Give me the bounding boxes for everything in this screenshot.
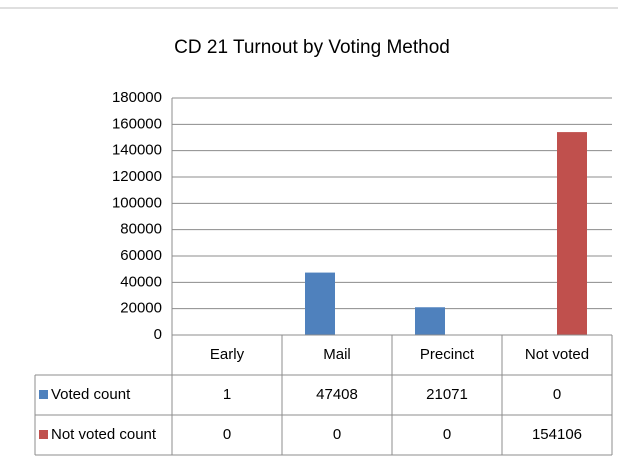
table-value: 0	[443, 426, 451, 443]
table-value: 0	[333, 426, 341, 443]
y-tick-label: 80000	[120, 221, 162, 238]
table-value: 0	[553, 386, 561, 403]
table-value: 1	[223, 386, 231, 403]
table-value: 0	[223, 426, 231, 443]
y-tick-label: 40000	[120, 273, 162, 290]
legend-swatch	[39, 390, 48, 399]
y-tick-label: 140000	[112, 142, 162, 159]
y-tick-label: 180000	[112, 89, 162, 106]
y-tick-label: 0	[154, 326, 162, 343]
x-tick-label: Early	[210, 346, 245, 363]
legend-label: Voted count	[51, 386, 131, 403]
y-tick-label: 20000	[120, 300, 162, 317]
table-value: 154106	[532, 426, 582, 443]
legend-label: Not voted count	[51, 426, 157, 443]
x-tick-label: Mail	[323, 346, 351, 363]
table-value: 21071	[426, 386, 468, 403]
x-tick-label: Not voted	[525, 346, 589, 363]
legend-swatch	[39, 430, 48, 439]
bar	[305, 272, 335, 335]
y-tick-label: 60000	[120, 247, 162, 264]
bar	[415, 307, 445, 335]
bar	[557, 132, 587, 335]
table-value: 47408	[316, 386, 358, 403]
y-tick-label: 100000	[112, 194, 162, 211]
y-tick-label: 160000	[112, 115, 162, 132]
y-tick-label: 120000	[112, 168, 162, 185]
chart-title: CD 21 Turnout by Voting Method	[174, 37, 450, 58]
x-tick-label: Precinct	[420, 346, 475, 363]
